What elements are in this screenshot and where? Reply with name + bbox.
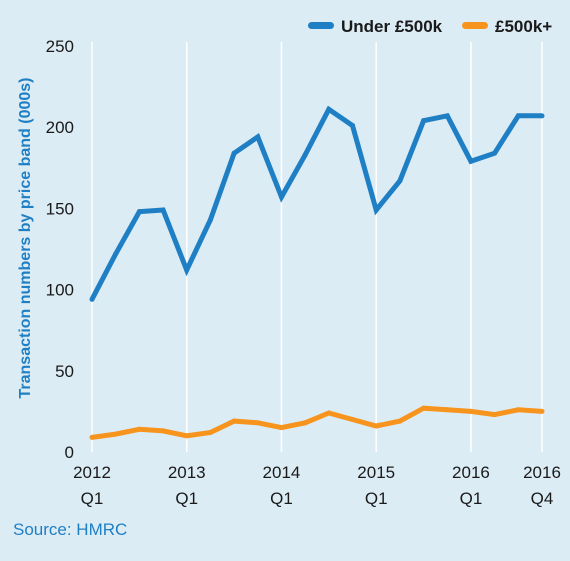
data-point xyxy=(492,150,498,156)
x-tick-year: 2013 xyxy=(168,463,206,482)
x-tick-year: 2014 xyxy=(263,463,301,482)
y-tick-label: 250 xyxy=(46,37,74,56)
y-tick-label: 100 xyxy=(46,281,74,300)
data-point xyxy=(113,431,119,437)
legend-swatch xyxy=(308,22,334,29)
data-point xyxy=(255,420,261,426)
x-tick-year: 2016 xyxy=(452,463,490,482)
data-point xyxy=(113,251,119,257)
data-point xyxy=(184,433,190,439)
x-tick-quarter: Q1 xyxy=(270,489,293,508)
data-point xyxy=(515,407,521,413)
data-point xyxy=(492,412,498,418)
data-point xyxy=(89,434,95,440)
data-point xyxy=(302,152,308,158)
data-point xyxy=(468,158,474,164)
x-tick-year: 2012 xyxy=(73,463,111,482)
data-point xyxy=(421,118,427,124)
data-point xyxy=(184,267,190,273)
y-tick-label: 150 xyxy=(46,199,74,218)
data-point xyxy=(136,209,142,215)
data-point xyxy=(326,410,332,416)
y-axis-label: Transaction numbers by price band (000s) xyxy=(17,78,34,399)
data-point xyxy=(207,217,213,223)
data-point xyxy=(444,113,450,119)
legend-swatch xyxy=(462,22,488,29)
data-point xyxy=(231,418,237,424)
data-point xyxy=(160,207,166,213)
data-point xyxy=(539,113,545,119)
x-tick-quarter: Q1 xyxy=(460,489,483,508)
series-lines xyxy=(89,105,545,440)
data-point xyxy=(207,430,213,436)
legend-label: Under £500k xyxy=(341,17,443,36)
data-point xyxy=(255,134,261,140)
data-point xyxy=(231,150,237,156)
data-point xyxy=(136,426,142,432)
x-tick-quarter: Q1 xyxy=(175,489,198,508)
data-point xyxy=(302,420,308,426)
series-line-1 xyxy=(91,405,543,440)
y-axis-ticks: 0 50 100 150 200 250 xyxy=(46,37,74,462)
data-point xyxy=(468,408,474,414)
data-point xyxy=(397,418,403,424)
x-tick-year: 2016 xyxy=(523,463,561,482)
data-point xyxy=(89,296,95,302)
data-point xyxy=(397,178,403,184)
legend-label: £500k+ xyxy=(495,17,552,36)
legend: Under £500k £500k+ xyxy=(308,17,552,36)
data-point xyxy=(160,428,166,434)
data-point xyxy=(421,405,427,411)
data-point xyxy=(539,408,545,414)
data-point xyxy=(515,113,521,119)
data-point xyxy=(373,423,379,429)
x-tick-year: 2015 xyxy=(357,463,395,482)
y-tick-label: 50 xyxy=(55,362,74,381)
source-note: Source: HMRC xyxy=(13,520,128,539)
y-tick-label: 200 xyxy=(46,118,74,137)
x-tick-quarter: Q1 xyxy=(81,489,104,508)
grid-lines xyxy=(91,42,543,452)
data-point xyxy=(444,407,450,413)
data-point xyxy=(278,425,284,431)
data-point xyxy=(373,207,379,213)
y-tick-label: 0 xyxy=(65,443,74,462)
x-tick-quarter: Q4 xyxy=(531,489,554,508)
data-point xyxy=(350,123,356,129)
x-axis-ticks: 2012 Q1 2013 Q1 2014 Q1 2015 Q1 2016 Q1 2016 Q4 xyxy=(73,463,561,508)
data-point xyxy=(278,194,284,200)
data-point xyxy=(350,417,356,423)
series-line-0 xyxy=(89,105,542,301)
data-point xyxy=(326,106,332,112)
x-tick-quarter: Q1 xyxy=(365,489,388,508)
